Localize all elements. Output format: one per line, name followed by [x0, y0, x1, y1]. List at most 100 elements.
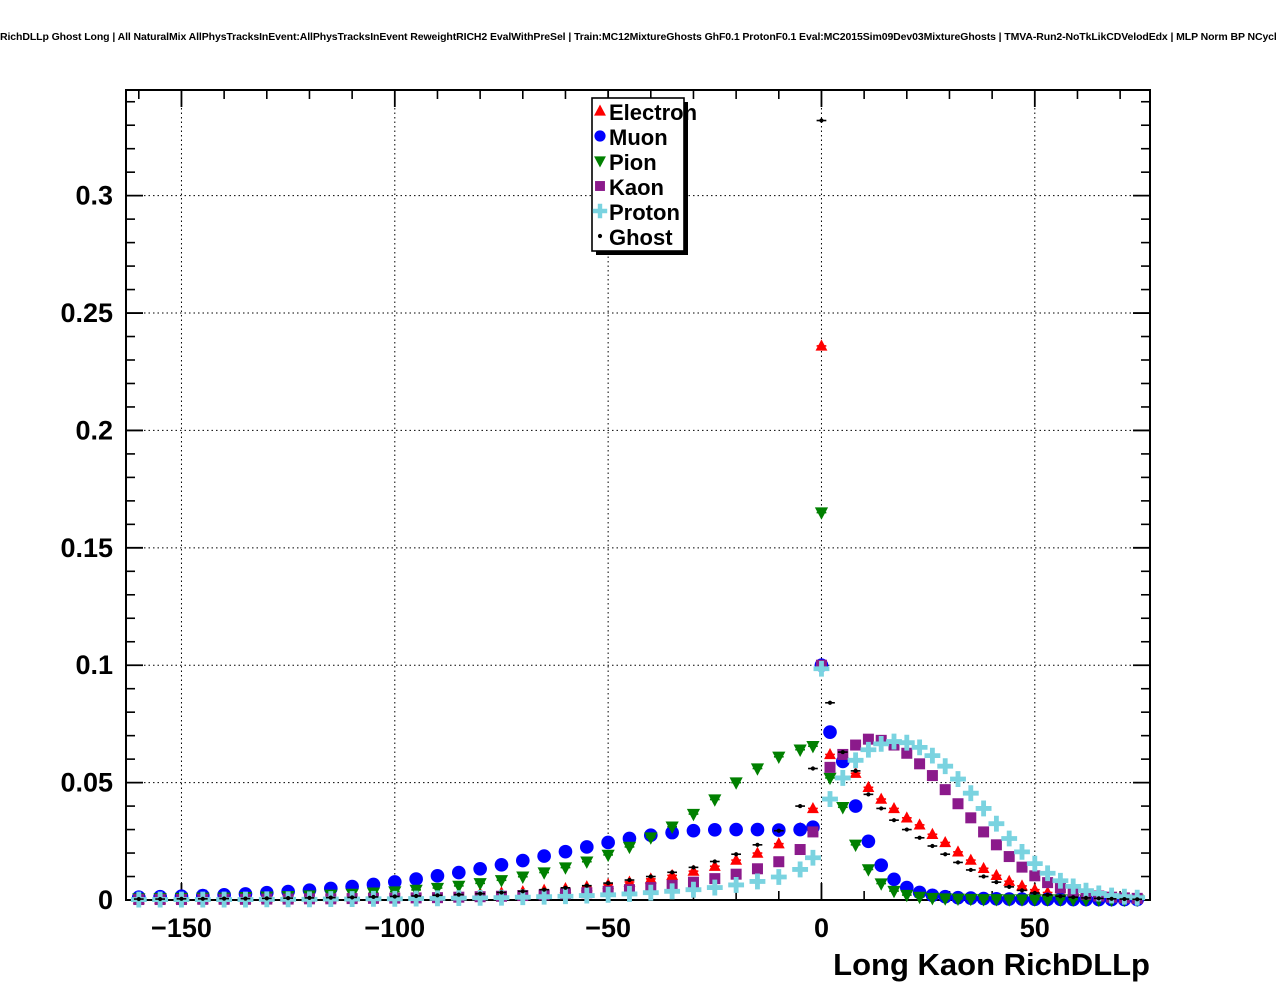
data-marker — [898, 734, 915, 751]
data-marker — [601, 849, 615, 863]
y-axis-tick-labels: 0 0.05 0.1 0.15 0.2 0.25 0.3 — [60, 181, 113, 915]
data-marker — [939, 835, 952, 848]
legend-entry-kaon[interactable]: Kaon — [595, 175, 664, 200]
data-marker — [1083, 895, 1089, 900]
data-marker — [435, 893, 440, 898]
data-marker — [848, 799, 863, 813]
legend-entry-electron[interactable]: Electron — [594, 100, 697, 125]
data-marker — [1001, 830, 1018, 847]
data-marker — [900, 811, 913, 823]
plot-frame — [125, 89, 1151, 901]
data-marker — [1053, 894, 1067, 907]
data-marker — [729, 822, 743, 837]
data-marker — [1019, 888, 1025, 893]
series-proton — [130, 660, 1146, 908]
data-marker — [815, 339, 828, 351]
data-marker — [1028, 894, 1042, 907]
data-marker — [751, 846, 764, 858]
data-marker — [478, 891, 483, 896]
data-marker — [1002, 894, 1016, 907]
data-marker — [1090, 885, 1107, 902]
data-marker — [642, 884, 659, 901]
legend-label: Proton — [609, 200, 680, 225]
data-marker — [493, 889, 510, 906]
data-marker — [822, 791, 838, 807]
data-marker — [938, 893, 952, 906]
series-ghost — [133, 118, 1143, 902]
data-marker — [887, 885, 901, 899]
x-tick-label: −150 — [151, 913, 212, 943]
data-marker — [307, 895, 312, 900]
data-marker — [707, 822, 722, 837]
data-marker — [861, 834, 876, 849]
data-marker — [264, 896, 269, 901]
grid-layer — [126, 90, 1150, 900]
data-marker — [952, 845, 964, 857]
data-marker — [1096, 896, 1101, 901]
data-marker — [806, 741, 820, 754]
data-marker — [409, 872, 423, 886]
data-marker — [515, 853, 530, 868]
data-marker — [286, 896, 291, 901]
data-marker — [925, 892, 939, 906]
data-marker — [1135, 897, 1140, 902]
data-marker — [712, 859, 717, 864]
data-marker — [853, 768, 858, 773]
data-marker — [648, 874, 653, 879]
legend-entry-proton[interactable]: Proton — [592, 200, 680, 225]
data-marker — [793, 744, 807, 757]
data-marker — [537, 867, 551, 880]
data-marker — [537, 849, 551, 863]
data-marker — [926, 770, 938, 782]
data-marker — [810, 766, 816, 771]
data-marker — [862, 733, 874, 745]
data-marker — [951, 893, 965, 907]
data-marker — [158, 896, 163, 902]
data-marker — [706, 879, 723, 896]
data-marker — [594, 130, 606, 142]
data-marker — [1007, 884, 1012, 889]
data-marker — [823, 772, 837, 786]
data-marker — [850, 739, 862, 751]
data-marker — [950, 771, 966, 788]
data-marker — [776, 828, 781, 833]
data-marker — [730, 868, 742, 880]
data-marker — [990, 839, 1002, 851]
data-marker — [516, 871, 530, 884]
legend-entry-ghost[interactable]: Ghost — [597, 225, 673, 250]
x-axis-title: Long Kaon RichDLLp — [833, 947, 1150, 982]
data-marker — [430, 882, 445, 896]
data-marker — [558, 862, 573, 875]
data-marker — [930, 843, 935, 849]
data-marker — [962, 785, 979, 802]
data-marker — [772, 837, 785, 849]
y-tick-label: 0.1 — [75, 650, 113, 680]
x-tick-label: −100 — [364, 913, 425, 943]
data-marker — [860, 741, 877, 758]
data-marker — [978, 826, 990, 838]
legend-entry-muon[interactable]: Muon — [594, 125, 668, 150]
data-marker — [943, 852, 948, 857]
legend-label: Ghost — [609, 225, 673, 250]
data-marker — [755, 842, 760, 847]
data-marker — [452, 880, 466, 894]
data-marker — [451, 865, 466, 880]
data-marker — [520, 889, 525, 894]
data-marker — [886, 733, 902, 750]
data-marker — [328, 895, 333, 900]
data-marker — [728, 877, 745, 893]
data-marker — [1029, 870, 1041, 882]
legend-label: Kaon — [609, 175, 664, 200]
legend-entry-pion[interactable]: Pion — [594, 150, 657, 175]
data-marker — [913, 891, 927, 905]
data-marker — [989, 894, 1003, 907]
data-marker — [686, 823, 701, 838]
data-marker — [847, 752, 864, 769]
data-marker — [837, 748, 849, 760]
data-marker — [1015, 894, 1029, 907]
data-marker — [750, 822, 765, 837]
data-marker — [386, 890, 403, 907]
data-marker — [819, 118, 824, 123]
legend-label: Muon — [609, 125, 668, 150]
